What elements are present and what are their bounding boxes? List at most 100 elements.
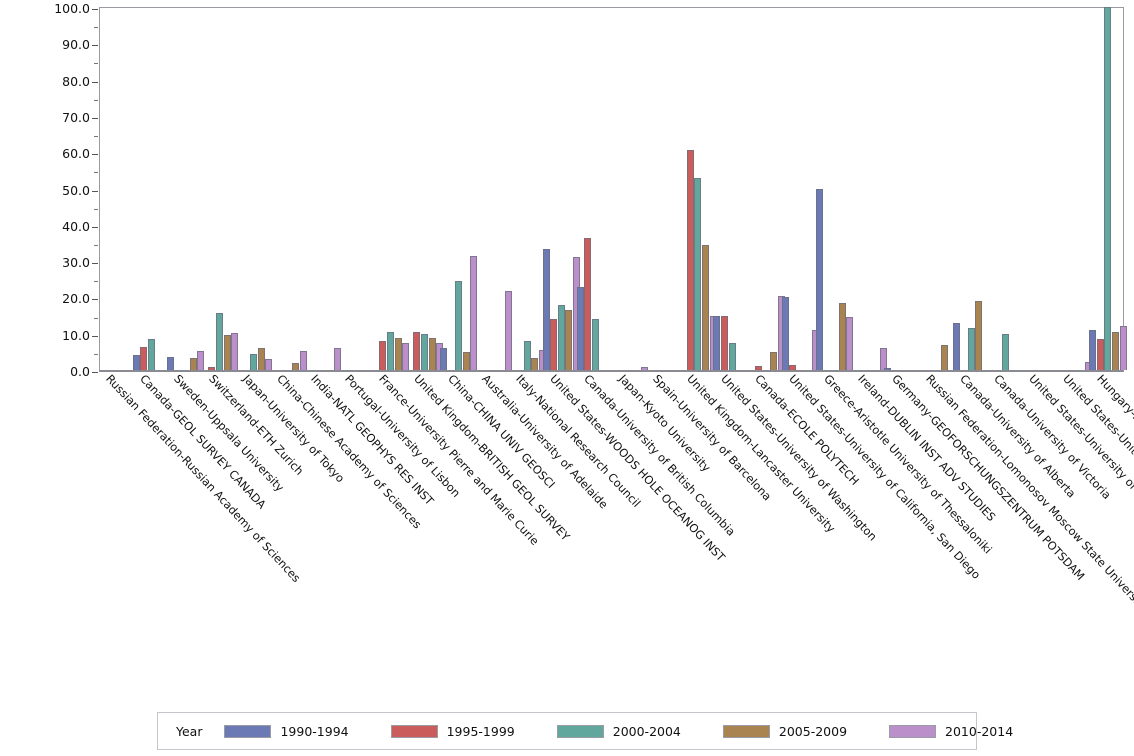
legend-color-swatch	[722, 724, 770, 738]
legend-item[interactable]: 2000-2004	[556, 724, 681, 739]
bar-group	[271, 8, 307, 370]
legend-item[interactable]: 1995-1999	[390, 724, 515, 739]
bar[interactable]	[542, 249, 550, 370]
bar[interactable]	[531, 358, 539, 370]
bar[interactable]	[884, 368, 892, 370]
bar[interactable]	[1001, 333, 1009, 370]
bar[interactable]	[462, 351, 470, 370]
bar[interactable]	[333, 348, 341, 370]
bar[interactable]	[1089, 330, 1097, 370]
bar[interactable]	[504, 290, 512, 370]
bar[interactable]	[838, 302, 846, 370]
bar[interactable]	[975, 301, 983, 370]
bar[interactable]	[1112, 331, 1119, 370]
bar[interactable]	[208, 366, 216, 370]
bar[interactable]	[770, 351, 778, 370]
x-axis-tick-label: Italy-National Research Council	[513, 372, 643, 510]
bar[interactable]	[250, 353, 258, 370]
legend-color-swatch	[224, 724, 272, 738]
bar[interactable]	[789, 364, 797, 370]
bar[interactable]	[846, 317, 854, 370]
bar[interactable]	[265, 359, 273, 370]
bar-group	[305, 8, 341, 370]
bar[interactable]	[470, 256, 478, 370]
bar[interactable]	[394, 338, 402, 370]
legend-item[interactable]: 2005-2009	[722, 723, 848, 739]
bar[interactable]	[231, 332, 239, 370]
bar[interactable]	[189, 358, 197, 370]
bar[interactable]	[550, 319, 558, 370]
y-axis-tick-mark	[92, 372, 98, 373]
bar[interactable]	[223, 335, 231, 370]
y-axis-minor-tick-mark	[94, 317, 98, 319]
bar[interactable]	[523, 340, 531, 370]
bar[interactable]	[166, 356, 174, 370]
bar[interactable]	[686, 150, 694, 370]
bar-group	[815, 8, 854, 370]
bar[interactable]	[781, 297, 789, 370]
y-axis-tick-mark	[92, 299, 98, 301]
bar[interactable]	[1096, 339, 1104, 370]
bar[interactable]	[720, 315, 728, 370]
legend-item[interactable]: 1990-1994	[224, 723, 349, 739]
bar[interactable]	[402, 343, 410, 370]
bar[interactable]	[428, 338, 436, 370]
bar-group	[542, 8, 580, 370]
bar[interactable]	[1104, 7, 1112, 370]
bar-group	[373, 8, 410, 370]
bar[interactable]	[421, 333, 429, 370]
bar-group	[1089, 7, 1127, 370]
bar-group	[100, 8, 134, 370]
bar[interactable]	[140, 347, 148, 370]
bar-group	[339, 8, 373, 370]
bar[interactable]	[565, 310, 573, 370]
bar[interactable]	[941, 344, 949, 370]
bar[interactable]	[1119, 326, 1127, 370]
bar[interactable]	[755, 365, 763, 370]
bar-group	[952, 8, 988, 370]
y-axis-minor-tick-mark	[94, 281, 98, 283]
y-axis-tick-mark	[92, 263, 98, 265]
bar[interactable]	[132, 354, 140, 370]
bar-group	[988, 8, 1022, 370]
bar[interactable]	[641, 367, 649, 370]
bar[interactable]	[952, 322, 960, 370]
bar-group	[713, 8, 749, 370]
legend-color-swatch	[556, 724, 604, 738]
legend-label: 2005-2009	[778, 723, 848, 739]
bar[interactable]	[379, 340, 387, 370]
bar[interactable]	[694, 177, 702, 370]
legend-color-swatch	[889, 724, 937, 738]
bar[interactable]	[147, 339, 155, 370]
bar[interactable]	[713, 315, 721, 370]
bar-group	[781, 8, 820, 370]
bar[interactable]	[455, 281, 463, 370]
y-axis-minor-tick-mark	[94, 27, 98, 29]
bar[interactable]	[591, 319, 599, 370]
bar-group	[237, 8, 273, 370]
bar[interactable]	[576, 286, 584, 370]
bar[interactable]	[292, 362, 299, 370]
bar[interactable]	[584, 237, 592, 370]
bar[interactable]	[440, 348, 448, 370]
y-axis-tick-label: 20.0	[62, 291, 90, 307]
bar[interactable]	[197, 351, 205, 370]
bar[interactable]	[386, 332, 394, 370]
bar[interactable]	[880, 348, 888, 370]
bar[interactable]	[257, 347, 265, 370]
bar[interactable]	[216, 312, 224, 370]
bar[interactable]	[815, 188, 823, 370]
legend-label: 1990-1994	[280, 723, 349, 739]
bar[interactable]	[967, 328, 975, 370]
bar-group	[920, 8, 954, 370]
y-axis-tick-label: 10.0	[62, 327, 90, 343]
bar[interactable]	[557, 304, 565, 370]
y-axis-minor-tick-mark	[94, 244, 98, 246]
bar[interactable]	[299, 351, 307, 370]
y-axis-tick-mark	[92, 9, 98, 10]
bar[interactable]	[413, 331, 421, 370]
y-axis-tick-mark	[92, 81, 98, 83]
bar[interactable]	[728, 342, 736, 370]
legend-item[interactable]: 2010-2014	[889, 724, 1013, 739]
bar[interactable]	[702, 244, 709, 370]
